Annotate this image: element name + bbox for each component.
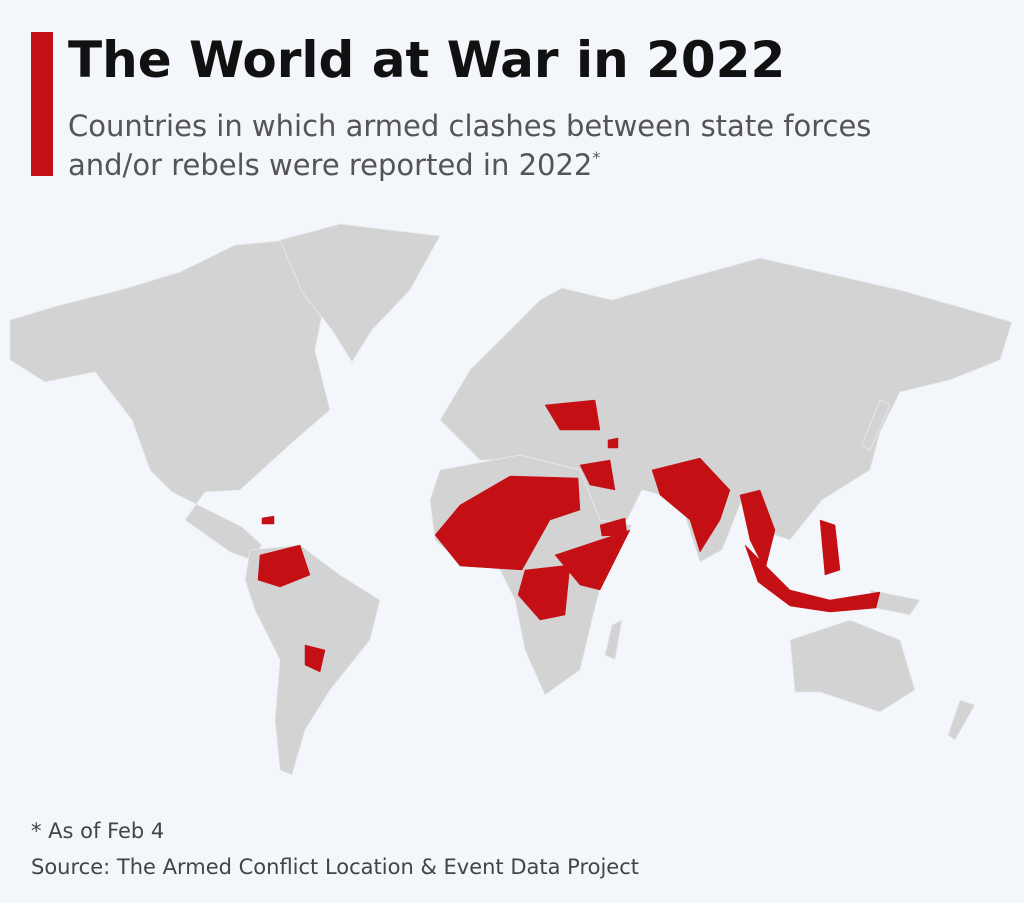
drc — [517, 564, 571, 621]
new-zealand — [947, 699, 976, 741]
accent-bar — [31, 32, 53, 176]
title: The World at War in 2022 — [68, 31, 785, 89]
madagascar — [604, 619, 623, 661]
sahel — [434, 475, 581, 571]
source: Source: The Armed Conflict Location & Ev… — [31, 855, 639, 879]
ukraine — [544, 399, 601, 431]
south-asia — [651, 457, 731, 553]
subtitle-line: and/or rebels were reported in 2022 — [68, 148, 592, 182]
indonesia — [744, 544, 881, 613]
world-map — [9, 223, 1013, 776]
paraguay — [304, 644, 326, 673]
subtitle: Countries in which armed clashes between… — [68, 109, 871, 143]
myanmar — [739, 489, 776, 571]
horn-of-africa — [554, 529, 631, 591]
greenland — [279, 223, 441, 363]
australia — [789, 619, 916, 713]
syria-iraq — [579, 459, 616, 491]
armenia — [607, 437, 619, 449]
haiti — [261, 515, 275, 525]
philippines — [819, 519, 841, 576]
yemen — [599, 517, 628, 537]
japan — [861, 399, 891, 451]
colombia-venezuela — [257, 544, 311, 588]
footnote-mark: * — [592, 148, 600, 167]
footnote: * As of Feb 4 — [31, 819, 164, 843]
north-america — [9, 239, 331, 561]
subtitle: and/or rebels were reported in 2022* — [68, 148, 600, 182]
